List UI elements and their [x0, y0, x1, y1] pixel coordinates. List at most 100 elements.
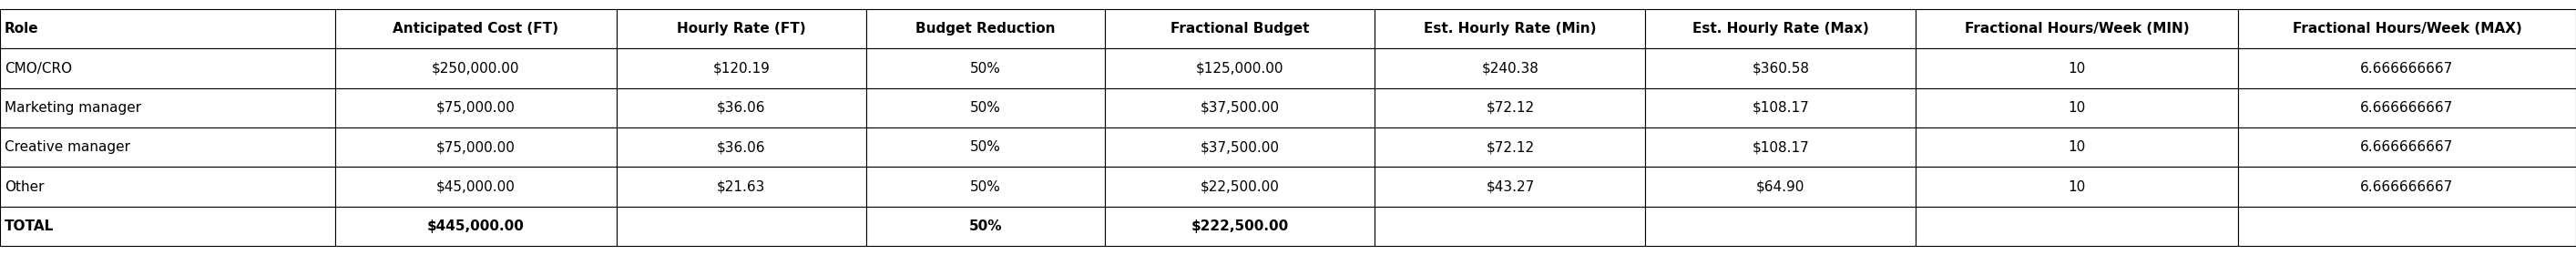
- Bar: [335, 167, 616, 207]
- Bar: [1105, 88, 1376, 128]
- Bar: [0, 207, 335, 246]
- Text: 10: 10: [2069, 180, 2087, 194]
- Bar: [1917, 9, 2239, 48]
- Bar: [2239, 9, 2576, 48]
- Text: 10: 10: [2069, 141, 2087, 154]
- Text: Fractional Hours/Week (MIN): Fractional Hours/Week (MIN): [1965, 22, 2190, 36]
- Bar: [1376, 128, 1646, 167]
- Bar: [335, 9, 616, 48]
- Text: Fractional Budget: Fractional Budget: [1170, 22, 1309, 36]
- Text: CMO/CRO: CMO/CRO: [5, 61, 72, 75]
- Bar: [1376, 9, 1646, 48]
- Bar: [1917, 167, 2239, 207]
- Text: Est. Hourly Rate (Max): Est. Hourly Rate (Max): [1692, 22, 1870, 36]
- Bar: [335, 207, 616, 246]
- Bar: [2239, 48, 2576, 88]
- Bar: [1646, 9, 1917, 48]
- Bar: [1646, 207, 1917, 246]
- Text: Budget Reduction: Budget Reduction: [914, 22, 1056, 36]
- Text: $250,000.00: $250,000.00: [433, 61, 520, 75]
- Text: $37,500.00: $37,500.00: [1200, 141, 1280, 154]
- Bar: [616, 167, 866, 207]
- Text: Creative manager: Creative manager: [5, 141, 131, 154]
- Text: $36.06: $36.06: [716, 141, 765, 154]
- Text: Role: Role: [5, 22, 39, 36]
- Bar: [1105, 9, 1376, 48]
- Text: 50%: 50%: [971, 180, 999, 194]
- Text: $222,500.00: $222,500.00: [1190, 219, 1288, 233]
- Text: Est. Hourly Rate (Min): Est. Hourly Rate (Min): [1425, 22, 1597, 36]
- Text: $360.58: $360.58: [1752, 61, 1808, 75]
- Bar: [1646, 128, 1917, 167]
- Bar: [1376, 167, 1646, 207]
- Text: $445,000.00: $445,000.00: [428, 219, 526, 233]
- Text: $72.12: $72.12: [1486, 141, 1535, 154]
- Text: $75,000.00: $75,000.00: [435, 101, 515, 114]
- Bar: [1646, 88, 1917, 128]
- Text: 10: 10: [2069, 61, 2087, 75]
- Bar: [1646, 167, 1917, 207]
- Bar: [1105, 48, 1376, 88]
- Text: $108.17: $108.17: [1752, 141, 1808, 154]
- Bar: [0, 167, 335, 207]
- Text: 10: 10: [2069, 101, 2087, 114]
- Text: 6.666666667: 6.666666667: [2360, 141, 2452, 154]
- Text: 50%: 50%: [969, 219, 1002, 233]
- Bar: [1917, 207, 2239, 246]
- Bar: [0, 88, 335, 128]
- Bar: [616, 207, 866, 246]
- Bar: [0, 9, 335, 48]
- Bar: [1917, 48, 2239, 88]
- Text: $36.06: $36.06: [716, 101, 765, 114]
- Text: Hourly Rate (FT): Hourly Rate (FT): [677, 22, 806, 36]
- Bar: [866, 88, 1105, 128]
- Bar: [616, 128, 866, 167]
- Text: 50%: 50%: [971, 141, 999, 154]
- Text: TOTAL: TOTAL: [5, 219, 54, 233]
- Text: $64.90: $64.90: [1757, 180, 1806, 194]
- Bar: [1105, 128, 1376, 167]
- Bar: [2239, 128, 2576, 167]
- Bar: [616, 88, 866, 128]
- Bar: [616, 48, 866, 88]
- Text: $43.27: $43.27: [1486, 180, 1535, 194]
- Bar: [2239, 207, 2576, 246]
- Bar: [1105, 167, 1376, 207]
- Text: $120.19: $120.19: [714, 61, 770, 75]
- Bar: [866, 9, 1105, 48]
- Bar: [1917, 128, 2239, 167]
- Text: Marketing manager: Marketing manager: [5, 101, 142, 114]
- Bar: [866, 167, 1105, 207]
- Text: $108.17: $108.17: [1752, 101, 1808, 114]
- Bar: [1376, 48, 1646, 88]
- Bar: [1646, 48, 1917, 88]
- Bar: [335, 128, 616, 167]
- Text: 50%: 50%: [971, 101, 999, 114]
- Bar: [866, 207, 1105, 246]
- Text: $37,500.00: $37,500.00: [1200, 101, 1280, 114]
- Text: 50%: 50%: [971, 61, 999, 75]
- Text: $21.63: $21.63: [716, 180, 765, 194]
- Bar: [1376, 207, 1646, 246]
- Bar: [335, 48, 616, 88]
- Text: $45,000.00: $45,000.00: [435, 180, 515, 194]
- Text: Anticipated Cost (FT): Anticipated Cost (FT): [394, 22, 559, 36]
- Bar: [2239, 88, 2576, 128]
- Text: $75,000.00: $75,000.00: [435, 141, 515, 154]
- Text: $240.38: $240.38: [1481, 61, 1538, 75]
- Text: 6.666666667: 6.666666667: [2360, 180, 2452, 194]
- Bar: [866, 128, 1105, 167]
- Text: $22,500.00: $22,500.00: [1200, 180, 1280, 194]
- Bar: [1105, 207, 1376, 246]
- Text: 6.666666667: 6.666666667: [2360, 61, 2452, 75]
- Text: Other: Other: [5, 180, 44, 194]
- Bar: [2239, 167, 2576, 207]
- Bar: [335, 88, 616, 128]
- Bar: [866, 48, 1105, 88]
- Text: $125,000.00: $125,000.00: [1195, 61, 1283, 75]
- Bar: [1376, 88, 1646, 128]
- Text: 6.666666667: 6.666666667: [2360, 101, 2452, 114]
- Bar: [1917, 88, 2239, 128]
- Text: Fractional Hours/Week (MAX): Fractional Hours/Week (MAX): [2293, 22, 2522, 36]
- Bar: [616, 9, 866, 48]
